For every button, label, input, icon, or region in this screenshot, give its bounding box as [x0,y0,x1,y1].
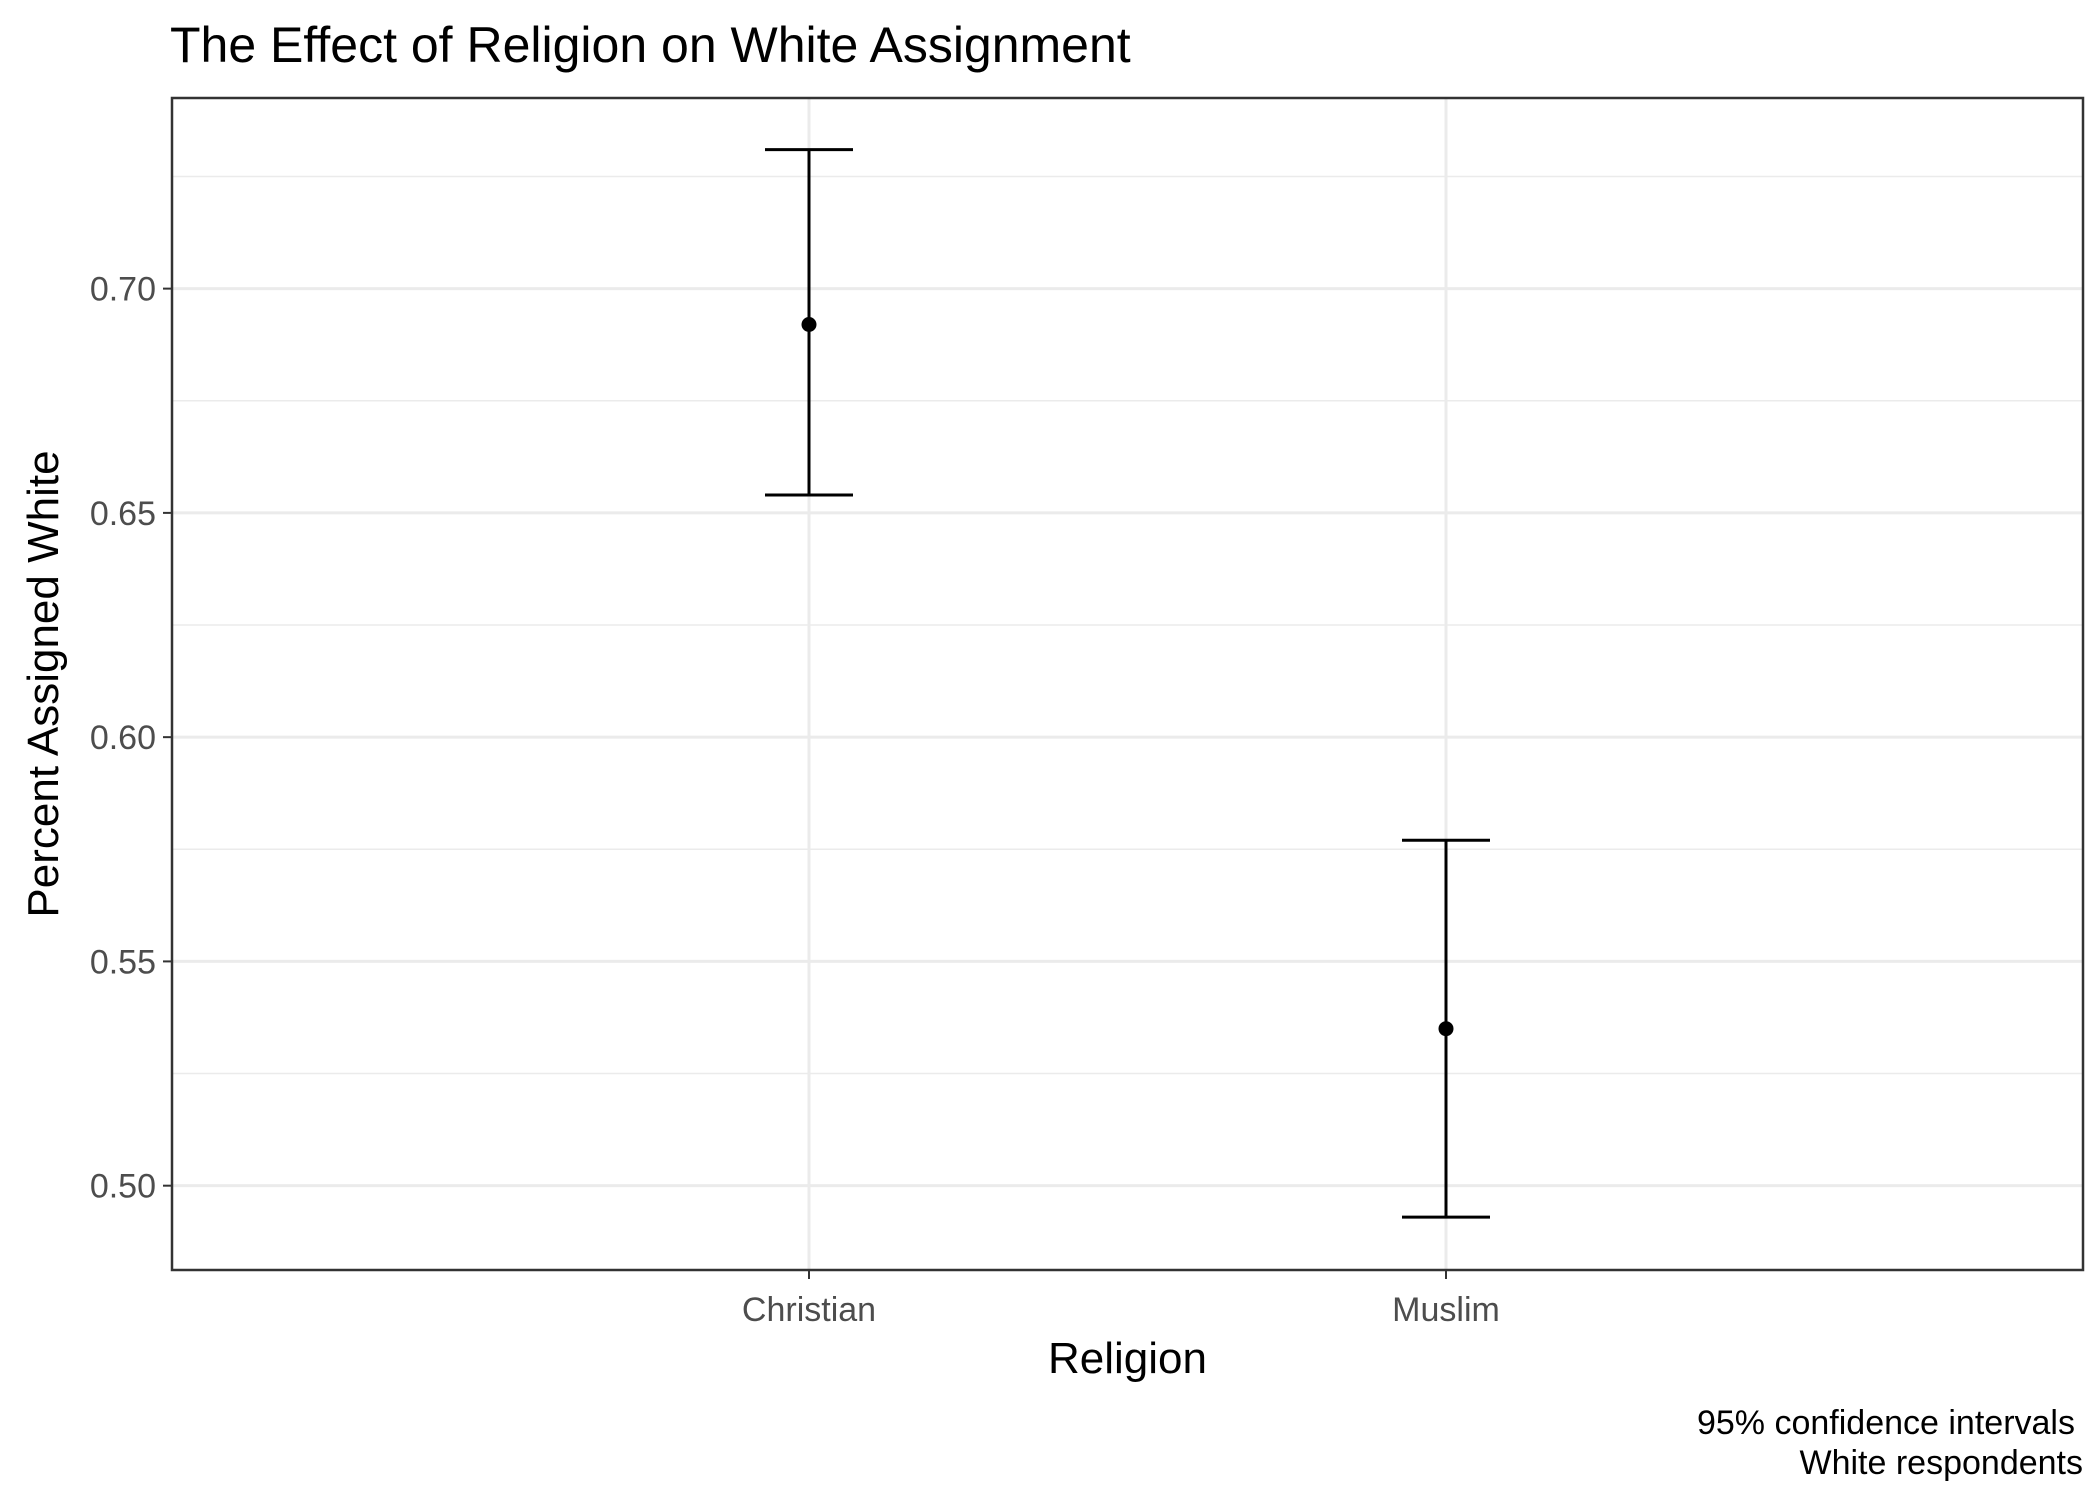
axes: 0.50 0.55 0.60 0.65 0.70 Christian Muslim [90,271,1500,1329]
data-point [801,317,817,333]
caption-line-1: 95% confidence intervals [1697,1404,2075,1442]
y-tick-label: 0.65 [90,495,156,533]
chart-title: The Effect of Religion on White Assignme… [170,17,1131,73]
chart-marks [765,148,1490,1219]
caption-line-2: White respondents [1800,1444,2084,1482]
y-tick-label: 0.60 [90,719,156,757]
panel-border [170,96,2085,1272]
x-tick-label: Muslim [1392,1291,1500,1329]
y-tick-label: 0.70 [90,271,156,309]
x-tick-label: Christian [742,1291,876,1329]
y-axis-title: Percent Assigned White [19,450,68,917]
y-tick-label: 0.50 [90,1168,156,1206]
y-tick-label: 0.55 [90,943,156,981]
data-point [1438,1021,1454,1037]
x-axis-title: Religion [1048,1334,1207,1383]
